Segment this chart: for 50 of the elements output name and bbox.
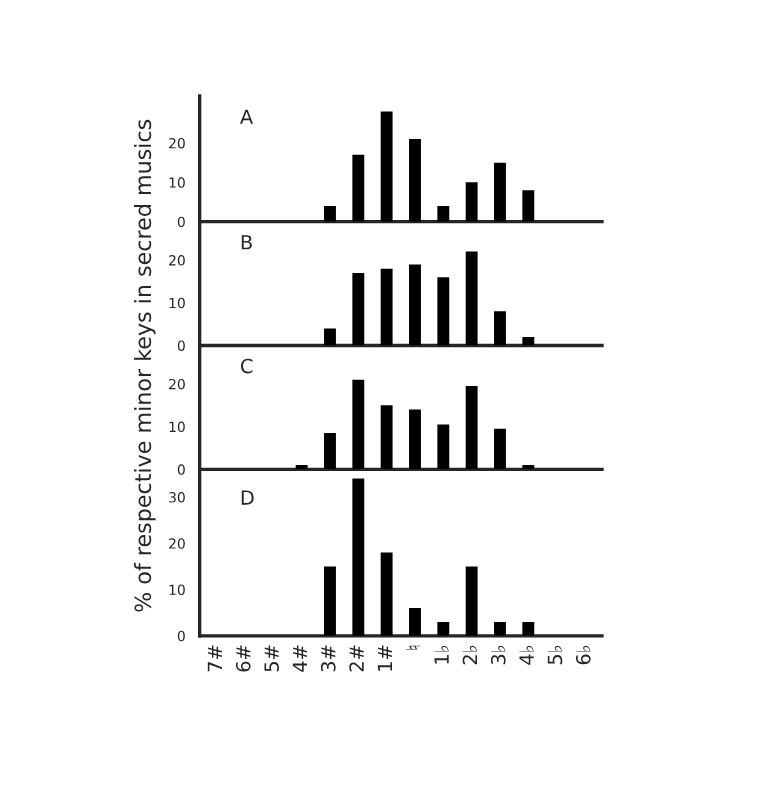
y-axis-title: % of respective minor keys in secred musics bbox=[134, 119, 156, 612]
x-tick-label: 5♭ bbox=[547, 645, 563, 665]
bar bbox=[380, 111, 393, 222]
bar bbox=[324, 205, 336, 222]
bar bbox=[522, 190, 535, 222]
bar bbox=[494, 621, 506, 636]
x-tick-label: 2# bbox=[349, 645, 364, 672]
bar bbox=[437, 205, 450, 222]
x-tick-label: 6♭ bbox=[575, 645, 591, 665]
x-tick-label: 5# bbox=[264, 645, 279, 672]
bar bbox=[380, 268, 393, 346]
bar bbox=[409, 264, 421, 346]
annotation: B bbox=[241, 235, 252, 250]
bar bbox=[494, 162, 506, 222]
annotation: D bbox=[241, 490, 254, 505]
bar bbox=[352, 379, 365, 470]
bar bbox=[465, 251, 478, 346]
x-tick-label: 3♭ bbox=[490, 645, 506, 665]
x-tick-label: 3# bbox=[320, 645, 336, 672]
bar bbox=[324, 566, 336, 636]
x-tick-label: ♮ bbox=[406, 645, 421, 650]
bar bbox=[409, 139, 421, 222]
x-tick-label: 2♭ bbox=[462, 645, 478, 665]
bar bbox=[437, 621, 450, 636]
bar bbox=[437, 424, 450, 470]
bar bbox=[522, 336, 535, 346]
bar bbox=[494, 311, 506, 346]
bar bbox=[465, 566, 478, 636]
x-tick-label: 1♭ bbox=[434, 645, 449, 664]
x-tick-label: 4♭ bbox=[519, 645, 534, 665]
x-tick-label: 1# bbox=[377, 645, 393, 671]
bar bbox=[352, 478, 365, 636]
bar bbox=[352, 154, 365, 222]
bar bbox=[437, 277, 450, 346]
x-tick-label: 7# bbox=[207, 645, 223, 672]
bar bbox=[352, 272, 365, 346]
bar bbox=[494, 428, 506, 470]
bar bbox=[465, 386, 478, 470]
annotation: A bbox=[240, 109, 254, 124]
bar bbox=[409, 608, 421, 636]
x-tick-label: 6# bbox=[235, 645, 251, 672]
bar bbox=[324, 328, 336, 346]
x-tick-label: 4# bbox=[292, 645, 308, 672]
bar bbox=[380, 405, 393, 470]
bar bbox=[409, 409, 421, 470]
annotation: C bbox=[240, 358, 253, 374]
bar bbox=[324, 433, 336, 470]
bar bbox=[465, 182, 478, 222]
bar bbox=[522, 621, 535, 636]
bar bbox=[380, 552, 393, 636]
